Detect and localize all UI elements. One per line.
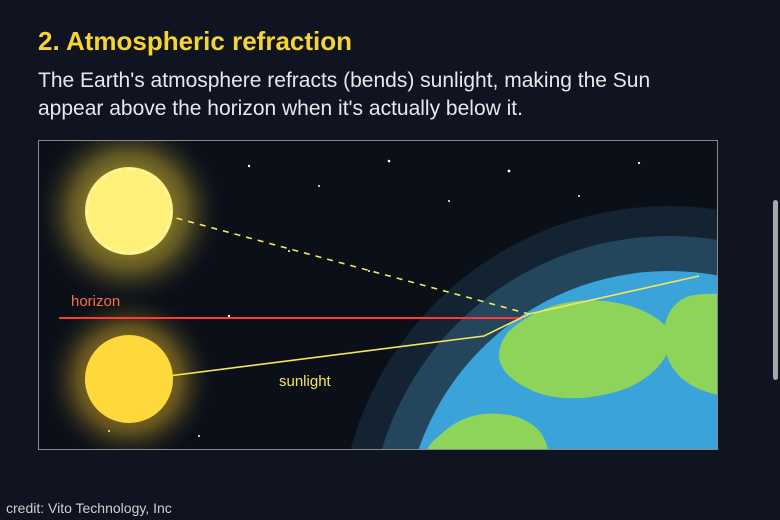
image-credit: credit: Vito Technology, Inc <box>6 500 172 516</box>
refraction-diagram: horizon sunlight <box>38 140 718 450</box>
section-description: The Earth's atmosphere refracts (bends) … <box>38 67 678 124</box>
horizon-label: horizon <box>71 293 120 310</box>
sunlight-label: sunlight <box>279 373 331 390</box>
scrollbar-thumb[interactable] <box>773 200 778 380</box>
section-title: 2. Atmospheric refraction <box>38 26 742 57</box>
